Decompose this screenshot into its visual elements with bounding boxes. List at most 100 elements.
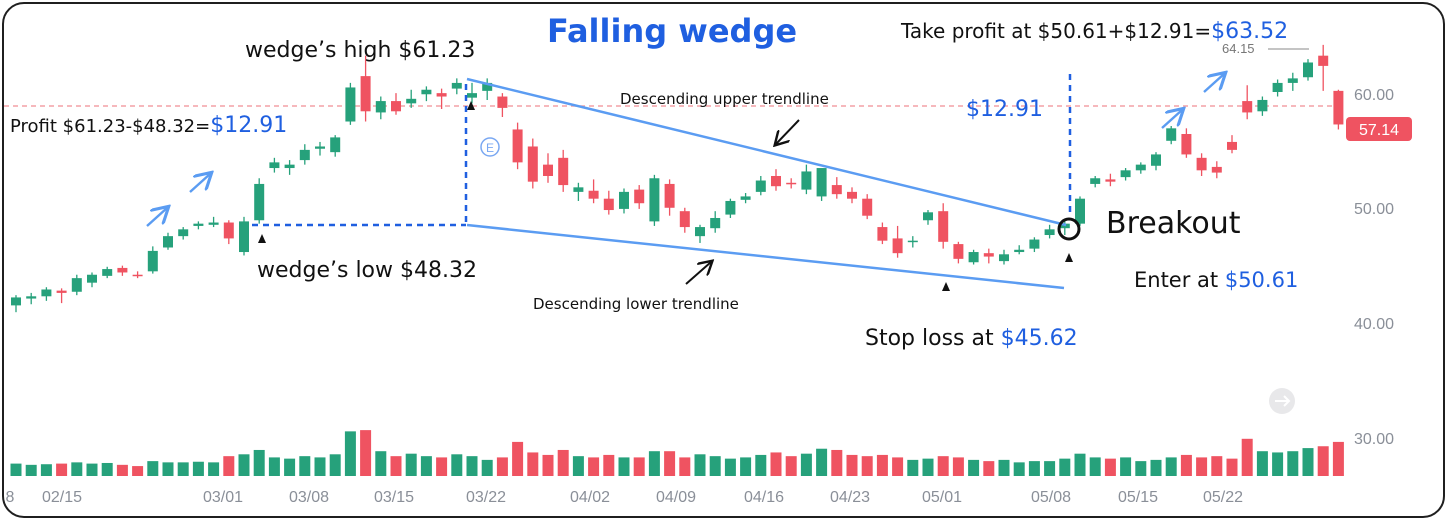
candle-body [1257, 99, 1268, 112]
candle-body [938, 211, 949, 242]
y-tick-label: 30.00 [1354, 431, 1394, 448]
volume-bar [192, 461, 204, 476]
candle-body [163, 236, 173, 248]
y-tick-label: 50.00 [1354, 201, 1394, 218]
candle-body [968, 252, 979, 263]
candle-body [208, 222, 219, 225]
candle-body [1151, 154, 1161, 166]
wedge-high-marker [467, 101, 475, 110]
volume-bar [1332, 441, 1344, 476]
volume-bar [86, 463, 98, 476]
volume-bar [892, 457, 904, 476]
earnings-marker [480, 137, 500, 157]
x-tick-label: 04/09 [656, 489, 696, 506]
volume-bar [1120, 457, 1132, 476]
volume-bar [800, 453, 812, 476]
candle-body [71, 278, 82, 292]
stop-loss-marker [942, 282, 950, 291]
max-price-label: 64.15 [1222, 41, 1255, 56]
volume-bar [861, 456, 873, 476]
volume-bar [284, 458, 296, 476]
price-axis: 60.00 50.00 40.00 30.00 [1354, 87, 1394, 448]
volume-bar [968, 459, 980, 476]
volume-bar [1241, 438, 1253, 476]
candle-body [771, 175, 781, 187]
candle-body [345, 87, 356, 122]
volume-bar [512, 441, 524, 476]
candle-body [801, 171, 812, 190]
stop-loss-label-prefix: Stop loss at [865, 326, 1001, 351]
candle-body [482, 82, 493, 91]
x-tick-label: 03/08 [289, 489, 329, 506]
candle-body [451, 82, 462, 89]
candle-body [360, 76, 371, 112]
volume-bar [208, 462, 220, 476]
volume-bar [770, 452, 782, 476]
volume-bar [132, 466, 144, 476]
volume-bar [1287, 451, 1299, 476]
volume-bar [116, 464, 128, 476]
volume-bar [618, 457, 630, 476]
stop-loss-label-value: $45.62 [1001, 326, 1078, 351]
candle-body [679, 211, 690, 228]
volume-bar [1165, 457, 1177, 476]
candle-body [603, 198, 614, 211]
volume-bar [1135, 461, 1147, 476]
upper-trendline-label: Descending upper trendline [620, 90, 829, 108]
volume-bar [633, 457, 645, 476]
volume-bar [907, 459, 919, 476]
candle-body [740, 196, 751, 200]
candle-body [1029, 239, 1040, 249]
x-tick-label: 04/02 [570, 489, 610, 506]
candle-body [87, 274, 97, 283]
candle-body [1181, 133, 1192, 155]
volume-bar [983, 461, 995, 476]
take-profit-label-value: $63.52 [1211, 19, 1288, 44]
volume-bar [1196, 457, 1208, 476]
volume-bar [496, 457, 508, 476]
volume-bar [952, 457, 964, 476]
breakout-label: Breakout [1106, 206, 1241, 241]
candle-body [1318, 55, 1329, 66]
volume-bar [451, 454, 463, 476]
candle-body [11, 297, 21, 306]
candle-body [877, 227, 888, 241]
x-tick-label: 05/01 [922, 489, 962, 506]
enter-label-prefix: Enter at [1134, 268, 1225, 292]
candle-body [862, 198, 873, 216]
candle-body [892, 238, 903, 254]
candle-body [710, 217, 721, 229]
x-tick-label: 05/22 [1203, 489, 1243, 506]
candle-body [786, 182, 797, 185]
candle-body [953, 244, 964, 259]
candle-body [1287, 78, 1298, 83]
volume-bar [603, 454, 615, 476]
volume-bar [56, 463, 68, 476]
lower-trendline-pointer [685, 262, 711, 285]
candle-body [1044, 229, 1055, 236]
x-tick-label: 05/15 [1118, 489, 1158, 506]
volume-bar [816, 448, 828, 476]
candle-body [664, 183, 675, 208]
last-price-label: 57.14 [1359, 122, 1399, 139]
volume-bar [831, 449, 843, 476]
volume-bar [238, 454, 250, 476]
volume-bar [40, 464, 52, 476]
volume-bar [1272, 452, 1284, 476]
candle-body [467, 93, 477, 98]
volume-bar [1256, 451, 1268, 476]
arrow-right-icon [1275, 395, 1291, 407]
volume-bar [329, 454, 341, 476]
upper-trendline-pointer [776, 119, 800, 144]
volume-bar [314, 457, 326, 476]
volume-bar [527, 452, 539, 476]
candle-body [117, 267, 128, 273]
candle-body [406, 98, 417, 104]
y-tick-label: 60.00 [1354, 87, 1394, 104]
profit-label-value: $12.91 [210, 113, 287, 138]
candle-body [558, 157, 569, 186]
volume-bar [785, 456, 797, 476]
candle-body [907, 240, 918, 243]
volume-bar [724, 458, 736, 476]
x-tick-label: 04/16 [744, 489, 784, 506]
